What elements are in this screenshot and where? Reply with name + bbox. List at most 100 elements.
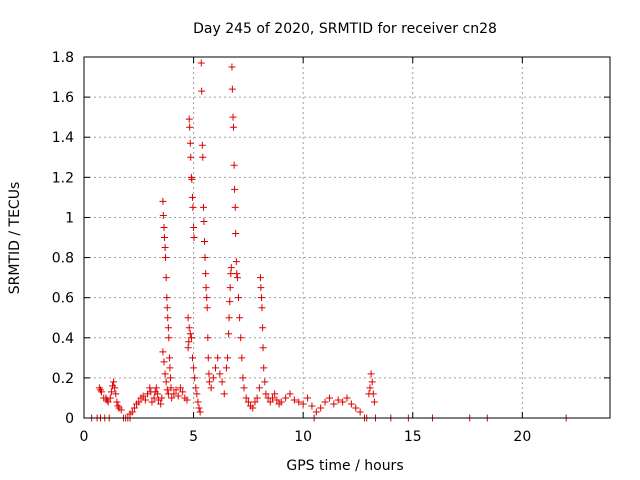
data-point xyxy=(168,394,176,402)
data-point xyxy=(188,354,196,362)
y-tick-label: 0.2 xyxy=(52,371,74,387)
data-point xyxy=(268,394,276,402)
data-point xyxy=(200,217,208,225)
data-point xyxy=(251,398,259,406)
data-point xyxy=(203,294,211,302)
data-point xyxy=(165,334,173,342)
data-point xyxy=(106,394,114,402)
data-point xyxy=(197,59,205,67)
data-point xyxy=(356,408,364,416)
data-point xyxy=(233,274,241,282)
data-point xyxy=(366,384,374,392)
data-point xyxy=(195,404,203,412)
data-point xyxy=(304,394,312,402)
data-point xyxy=(172,386,180,394)
data-point xyxy=(163,304,171,312)
data-point xyxy=(198,141,206,149)
data-point xyxy=(369,390,377,398)
data-point xyxy=(330,400,338,408)
data-point xyxy=(266,398,274,406)
data-point xyxy=(150,394,158,402)
data-point xyxy=(167,384,175,392)
data-point xyxy=(334,396,342,404)
data-point xyxy=(159,348,167,356)
data-point xyxy=(205,370,213,378)
data-point xyxy=(107,388,115,396)
data-point xyxy=(199,203,207,211)
data-point xyxy=(230,161,238,169)
data-point xyxy=(203,304,211,312)
data-point xyxy=(227,264,235,272)
data-point xyxy=(141,396,149,404)
data-point xyxy=(226,284,234,292)
data-point xyxy=(161,370,169,378)
data-point xyxy=(240,384,248,392)
data-point xyxy=(261,378,269,386)
data-point xyxy=(220,390,228,398)
data-point xyxy=(192,384,200,392)
data-point xyxy=(201,254,209,262)
data-point xyxy=(368,378,376,386)
data-point xyxy=(186,330,194,338)
data-point xyxy=(202,284,210,292)
data-point xyxy=(194,398,202,406)
data-point xyxy=(185,324,193,332)
data-point xyxy=(190,364,198,372)
data-point xyxy=(174,392,182,400)
tick-labels: 0 0.2 0.4 0.6 0.8 1 1.2 1.4 1.6 1.8 0 5 10 15 20 xyxy=(52,50,532,445)
x-tick-label: 15 xyxy=(404,429,422,445)
data-point xyxy=(110,378,118,386)
data-point xyxy=(190,223,198,231)
data-point xyxy=(312,408,320,416)
data-point xyxy=(218,378,226,386)
data-point xyxy=(277,398,285,406)
data-point xyxy=(317,404,325,412)
data-point xyxy=(244,398,252,406)
data-point xyxy=(227,270,235,278)
data-point xyxy=(225,330,233,338)
data-point xyxy=(190,234,198,241)
data-point xyxy=(186,139,194,147)
data-point xyxy=(196,408,204,416)
data-point xyxy=(188,193,196,201)
data-point xyxy=(207,384,215,392)
data-point xyxy=(163,386,171,394)
data-point xyxy=(170,390,178,398)
data-point xyxy=(159,211,167,219)
data-point xyxy=(159,197,167,205)
y-tick-label: 1.8 xyxy=(52,50,74,66)
data-point xyxy=(184,344,192,352)
data-point xyxy=(242,394,250,402)
data-point xyxy=(239,374,247,382)
data-point xyxy=(259,344,267,352)
data-point xyxy=(237,334,245,342)
data-point xyxy=(198,87,206,95)
data-point xyxy=(130,404,138,412)
data-point xyxy=(186,123,194,131)
x-tick-label: 5 xyxy=(189,429,198,445)
data-point xyxy=(258,304,266,312)
data-point xyxy=(162,378,170,386)
data-point xyxy=(229,123,237,131)
data-point xyxy=(152,384,160,392)
data-point xyxy=(104,398,112,406)
data-point xyxy=(226,298,234,306)
data-point xyxy=(231,203,239,211)
data-point xyxy=(229,113,237,121)
data-point xyxy=(228,63,236,71)
data-point xyxy=(163,294,171,302)
data-point xyxy=(282,394,290,402)
data-point xyxy=(153,390,161,398)
data-point xyxy=(249,404,257,412)
data-point xyxy=(162,274,170,282)
data-point xyxy=(253,394,261,402)
data-point xyxy=(148,398,156,406)
data-point xyxy=(164,324,172,332)
data-point xyxy=(343,394,351,402)
data-point xyxy=(160,234,168,241)
data-point xyxy=(191,374,199,382)
data-point xyxy=(146,384,154,392)
plot-frame xyxy=(83,56,611,419)
data-point xyxy=(352,404,360,412)
